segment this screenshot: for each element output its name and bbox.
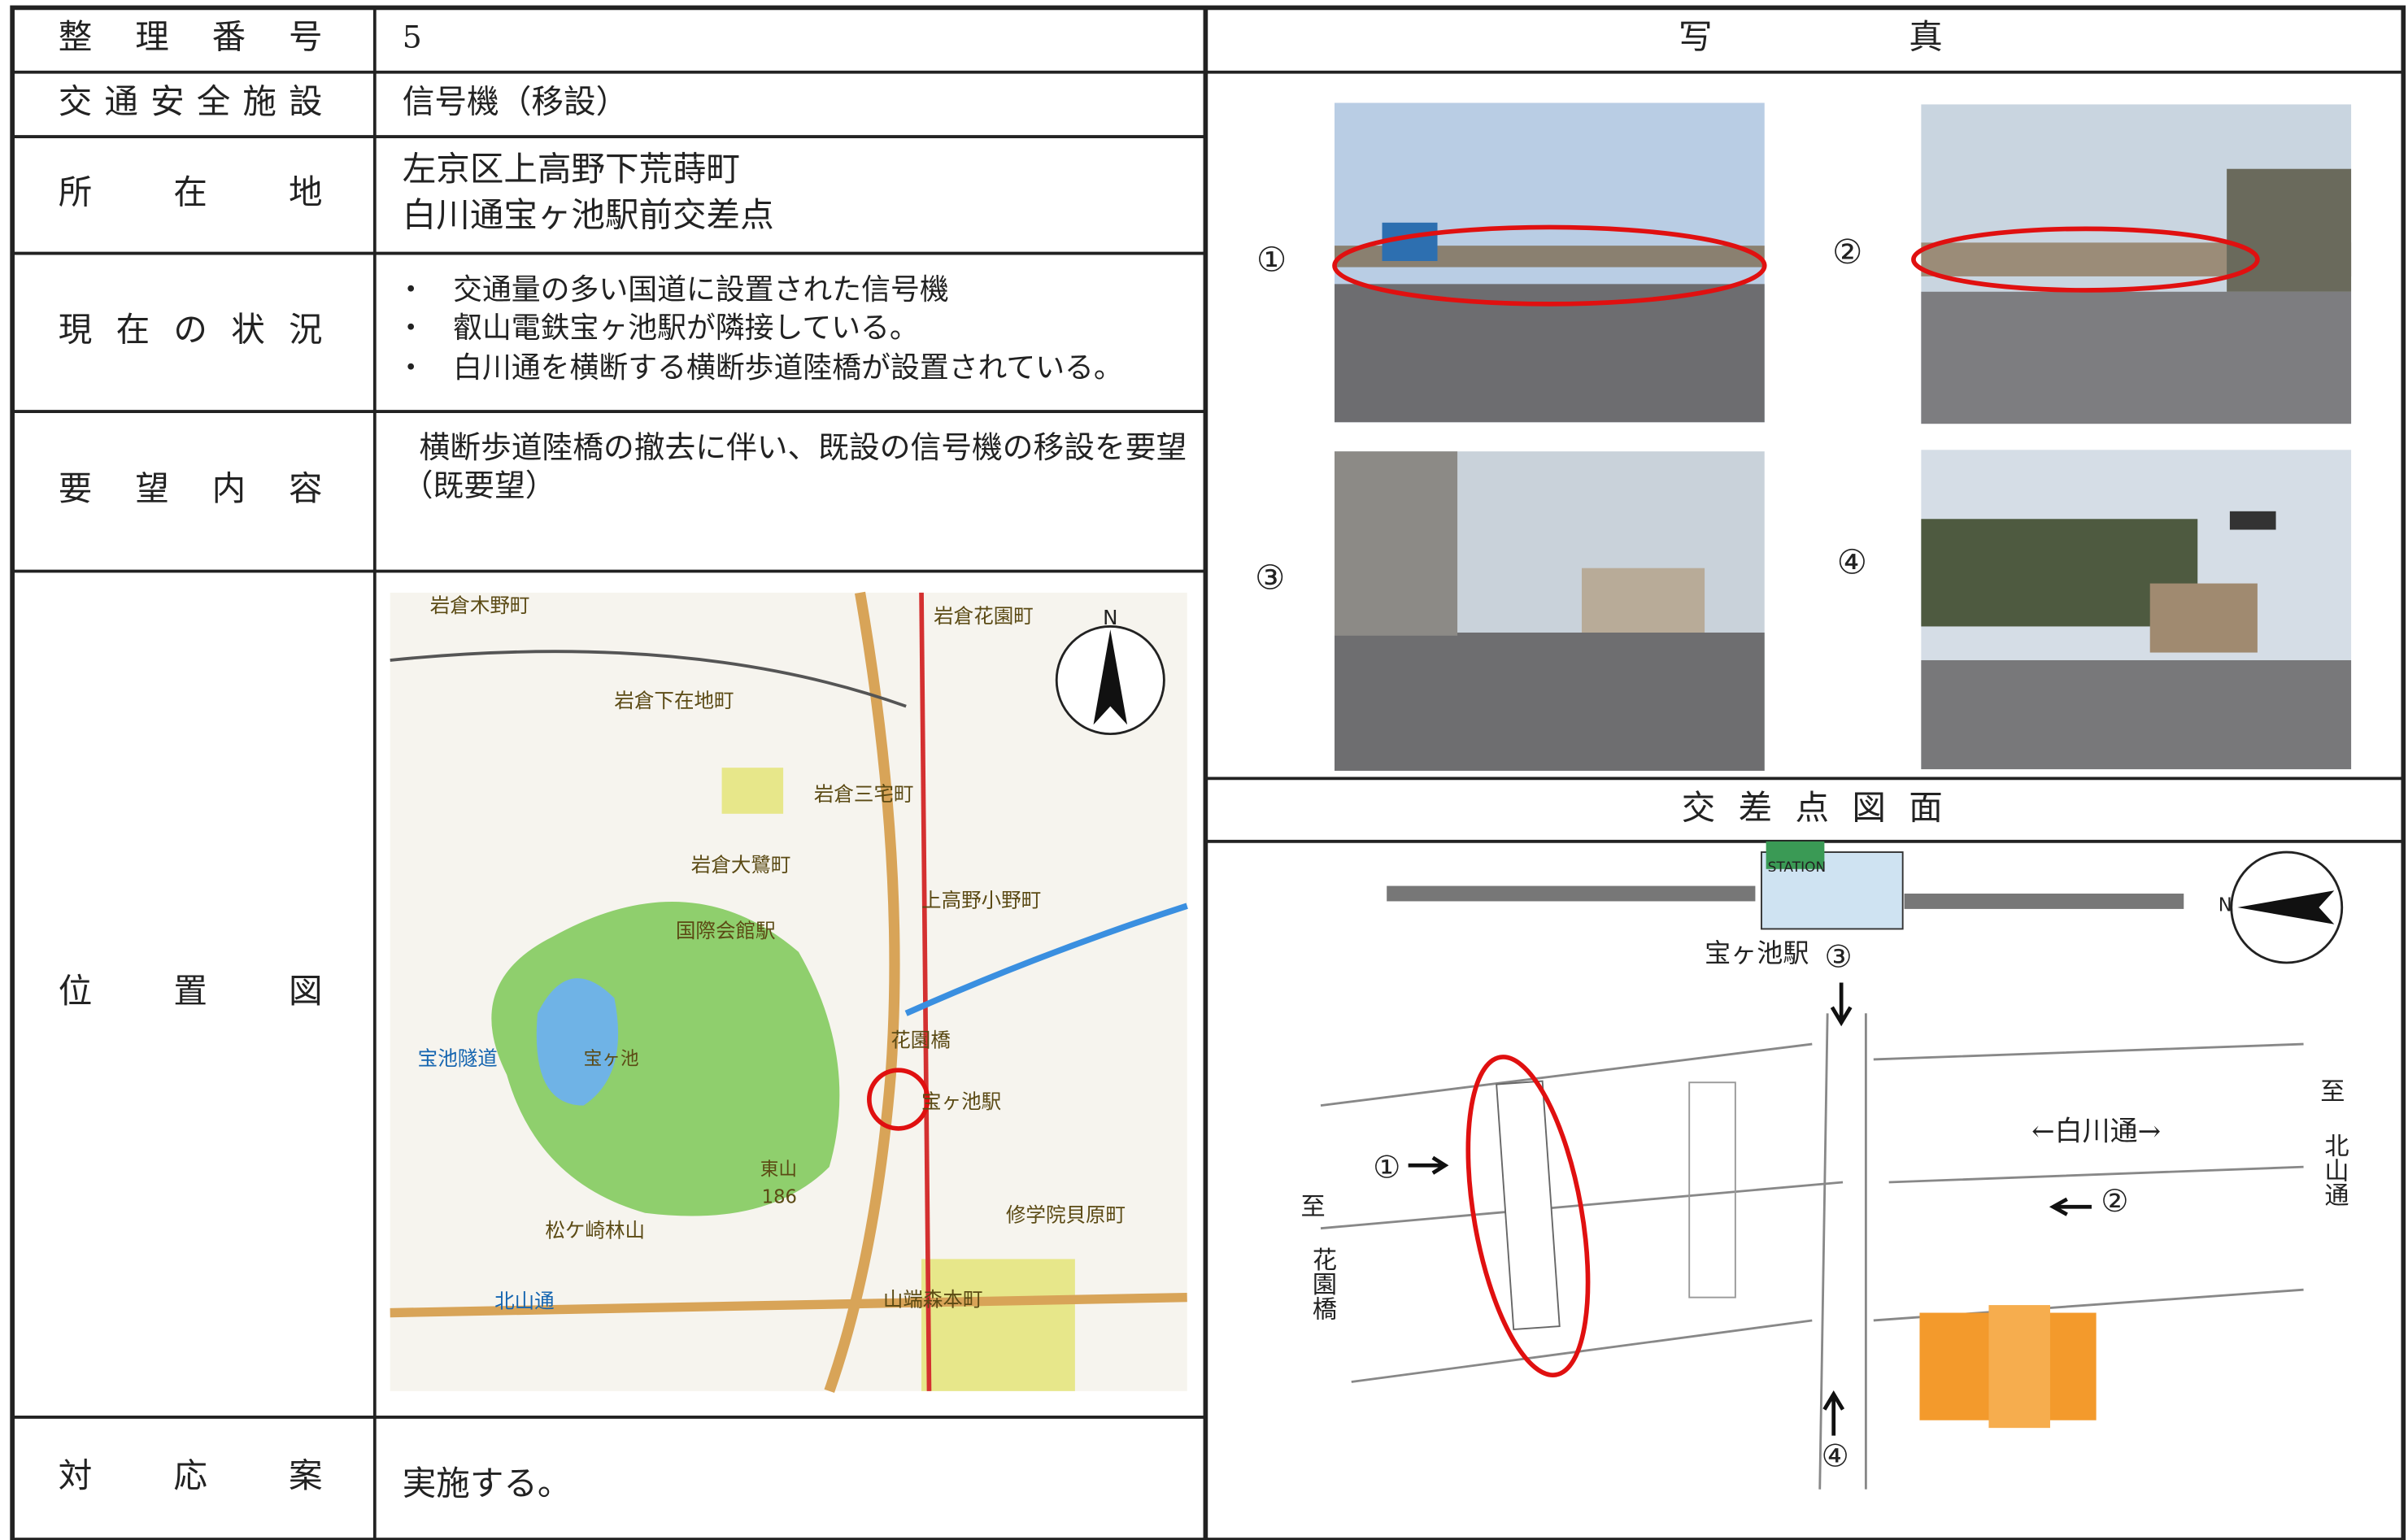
north-mark: N — [2219, 895, 2232, 916]
map-label: 186 — [762, 1186, 797, 1207]
row-value: 叡山電鉄宝ヶ池駅が隣接している。 — [453, 311, 919, 345]
row-label: 整理番号 — [59, 17, 323, 57]
map-label: 岩倉下在地町 — [614, 689, 734, 712]
row-value: 信号機（移設） — [403, 83, 629, 120]
map-label: 国際会館駅 — [676, 919, 776, 942]
direction-label: 北山通 — [2319, 1133, 2348, 1207]
row-value: （既要望） — [403, 468, 556, 503]
station-label: 宝ヶ池駅 — [1705, 937, 1809, 968]
map-label: 岩倉花園町 — [934, 604, 1034, 628]
photo-number: ① — [1256, 239, 1287, 279]
direction-label: 花園橋 — [1308, 1246, 1337, 1320]
view-marker: ② — [2101, 1183, 2128, 1219]
photo-4 — [1921, 450, 2352, 770]
station-sign: STATION — [1768, 859, 1827, 876]
row-value: 交通量の多い国道に設置された信号機 — [453, 273, 949, 307]
map-label: 岩倉三宅町 — [814, 782, 914, 806]
row-value: 横断歩道陸橋の撤去に伴い、既設の信号機の移設を要望 — [420, 429, 1187, 465]
row-label: 所在地 — [59, 172, 323, 211]
photo-number: ④ — [1837, 542, 1867, 581]
row-label: 位置図 — [59, 971, 323, 1011]
road-label: ←白川通→ — [2031, 1116, 2161, 1148]
photos — [1332, 102, 2352, 771]
diagram-header: 交差点図面 — [1682, 788, 1943, 828]
row-value: 実施する。 — [403, 1463, 572, 1503]
photo-1 — [1332, 102, 1767, 423]
row-value: 白川通宝ヶ池駅前交差点 — [403, 195, 774, 235]
photo-header: 写真 — [1679, 17, 1943, 57]
bullet: ・ — [396, 311, 425, 345]
bullet: ・ — [396, 351, 425, 385]
intersection-diagram — [1320, 841, 2344, 1490]
map-label: 宝ヶ池駅 — [921, 1090, 1001, 1113]
map-label: 松ケ崎林山 — [545, 1218, 645, 1242]
map-label: 花園橋 — [890, 1028, 951, 1051]
view-marker: ④ — [1822, 1438, 1849, 1473]
map-label: 修学院貝原町 — [1006, 1203, 1126, 1227]
map-label: 山端森本町 — [883, 1287, 983, 1311]
row-label: 要望内容 — [59, 468, 323, 508]
photo-3 — [1335, 451, 1765, 771]
row-value: 5 — [403, 20, 422, 55]
view-marker: ③ — [1824, 939, 1852, 975]
map-label: 岩倉木野町 — [430, 594, 530, 617]
bullet: ・ — [396, 273, 425, 307]
photo-2 — [1911, 104, 2352, 424]
row-label: 交通安全施設 — [59, 81, 323, 121]
map-label: 岩倉大鷺町 — [691, 853, 791, 877]
row-value: 白川通を横断する横断歩道陸橋が設置されている。 — [453, 351, 1123, 385]
map-label: 東山 — [760, 1159, 797, 1180]
map-label: 北山通 — [494, 1289, 555, 1312]
location-map — [390, 591, 1188, 1394]
row-value: 左京区上高野下荒蒔町 — [403, 149, 740, 189]
row-label: 現在の状況 — [59, 309, 323, 349]
photo-number: ② — [1832, 232, 1862, 272]
form-frame — [10, 5, 2406, 1540]
north-mark: N — [1103, 606, 1117, 629]
direction-label: 至 — [2320, 1077, 2345, 1106]
direction-label: 至 — [1300, 1193, 1325, 1221]
map-label: 宝ヶ池 — [584, 1048, 639, 1069]
map-label: 宝池隧道 — [418, 1046, 498, 1070]
view-marker: ① — [1373, 1149, 1400, 1185]
photo-number: ③ — [1255, 557, 1285, 597]
map-label: 上高野小野町 — [921, 888, 1041, 911]
row-label: 対応案 — [59, 1455, 323, 1495]
